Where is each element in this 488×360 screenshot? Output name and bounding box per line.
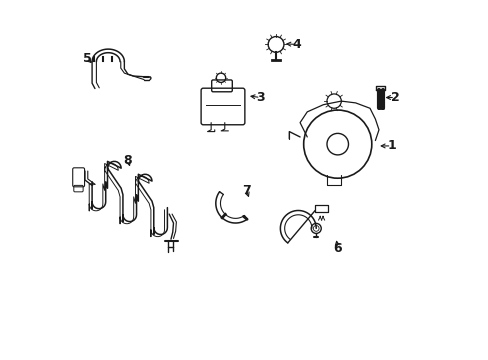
Text: 8: 8 xyxy=(123,154,132,167)
Text: 1: 1 xyxy=(386,139,395,152)
Text: 6: 6 xyxy=(333,242,341,255)
Text: 2: 2 xyxy=(390,91,399,104)
Text: 5: 5 xyxy=(83,52,92,65)
Text: 4: 4 xyxy=(291,38,300,51)
Text: 3: 3 xyxy=(256,91,264,104)
Text: 7: 7 xyxy=(242,184,250,197)
